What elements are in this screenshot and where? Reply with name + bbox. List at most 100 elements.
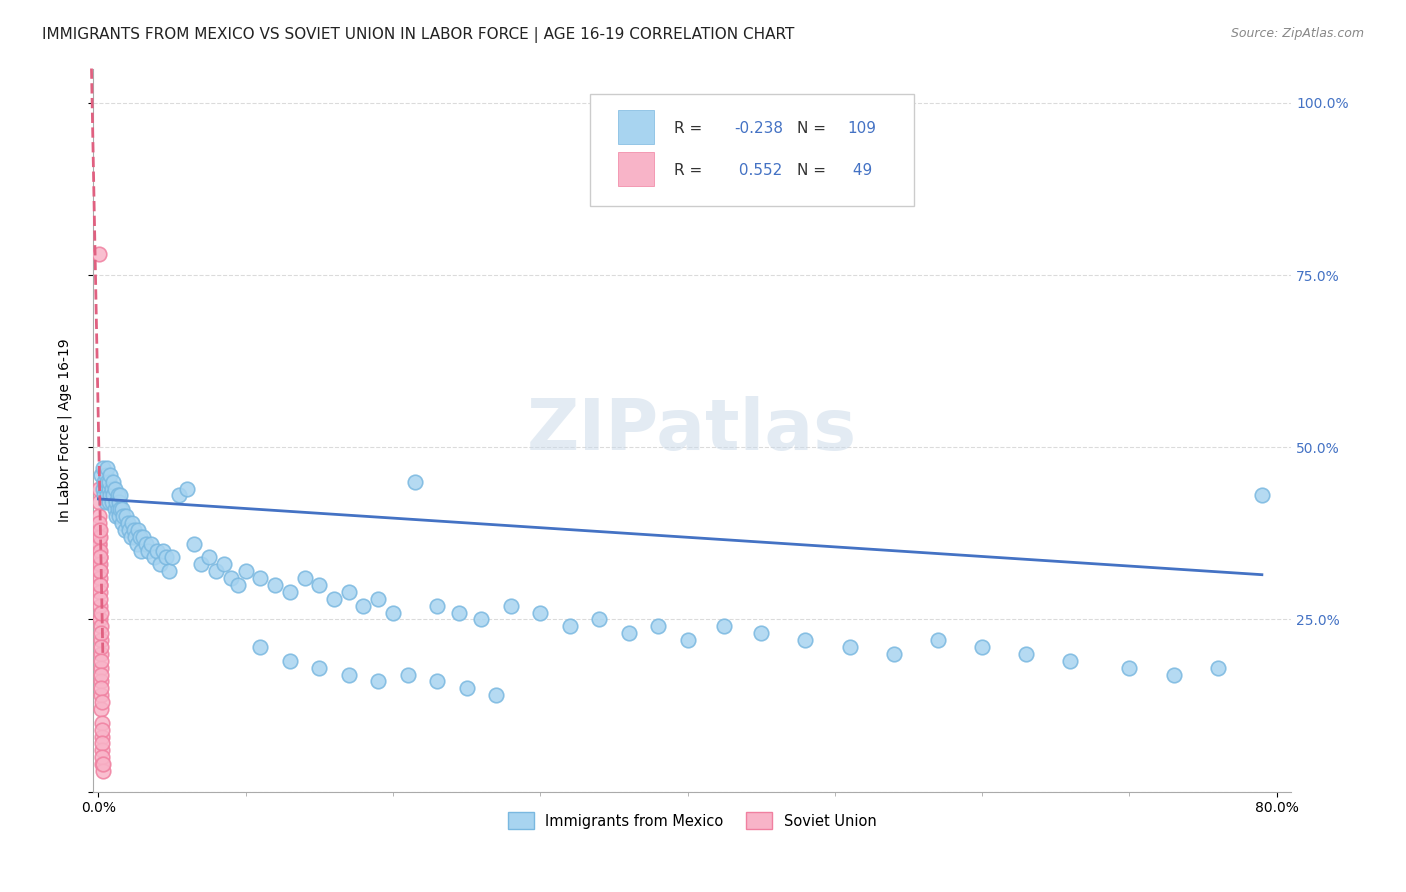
Point bbox=[89, 550, 111, 565]
Point bbox=[367, 674, 389, 689]
Point bbox=[90, 688, 112, 702]
Point bbox=[90, 715, 112, 730]
Point bbox=[337, 585, 360, 599]
Point bbox=[87, 247, 110, 261]
Point bbox=[90, 681, 112, 696]
Point bbox=[308, 578, 330, 592]
Point bbox=[107, 502, 129, 516]
Point bbox=[96, 475, 118, 489]
Point bbox=[89, 537, 111, 551]
Point bbox=[219, 571, 242, 585]
Point bbox=[91, 461, 114, 475]
Point bbox=[138, 543, 160, 558]
Text: 109: 109 bbox=[848, 121, 877, 136]
Point bbox=[456, 681, 478, 696]
Point bbox=[169, 488, 191, 502]
Point bbox=[183, 537, 205, 551]
FancyBboxPatch shape bbox=[617, 110, 654, 145]
Point bbox=[107, 488, 129, 502]
Point bbox=[1206, 660, 1229, 674]
Point bbox=[713, 619, 735, 633]
Point bbox=[89, 558, 111, 572]
Point bbox=[529, 606, 551, 620]
Point bbox=[98, 488, 121, 502]
Point bbox=[1015, 647, 1038, 661]
Point bbox=[108, 509, 131, 524]
Point bbox=[970, 640, 993, 654]
Point bbox=[91, 750, 114, 764]
Point bbox=[647, 619, 669, 633]
Point bbox=[117, 516, 139, 530]
Point bbox=[749, 626, 772, 640]
Point bbox=[111, 516, 134, 530]
Point bbox=[89, 482, 111, 496]
Point bbox=[449, 606, 471, 620]
Point bbox=[160, 550, 183, 565]
Point bbox=[89, 523, 111, 537]
Point bbox=[155, 550, 177, 565]
Text: 0.552: 0.552 bbox=[734, 163, 782, 178]
Point bbox=[426, 599, 449, 613]
Point bbox=[1059, 654, 1081, 668]
Point bbox=[129, 543, 152, 558]
Point bbox=[91, 743, 114, 757]
Point bbox=[205, 564, 228, 578]
Point bbox=[100, 495, 122, 509]
Text: N =: N = bbox=[797, 121, 827, 136]
Point bbox=[249, 640, 271, 654]
Point bbox=[264, 578, 287, 592]
Point bbox=[90, 647, 112, 661]
Y-axis label: In Labor Force | Age 16-19: In Labor Force | Age 16-19 bbox=[58, 338, 72, 522]
Point bbox=[118, 523, 141, 537]
Point bbox=[90, 626, 112, 640]
FancyBboxPatch shape bbox=[617, 152, 654, 186]
Point bbox=[146, 543, 169, 558]
Point bbox=[89, 578, 111, 592]
Point bbox=[470, 612, 492, 626]
Point bbox=[96, 488, 118, 502]
Point bbox=[404, 475, 426, 489]
Point bbox=[101, 488, 124, 502]
Point bbox=[91, 723, 114, 737]
Point bbox=[112, 509, 135, 524]
Point bbox=[323, 591, 346, 606]
Point bbox=[1250, 488, 1272, 502]
Point bbox=[90, 640, 112, 654]
Point bbox=[131, 530, 153, 544]
Point bbox=[367, 591, 389, 606]
Point bbox=[353, 599, 375, 613]
Point bbox=[249, 571, 271, 585]
Point bbox=[89, 564, 111, 578]
Point bbox=[89, 585, 111, 599]
Point bbox=[135, 537, 157, 551]
Point bbox=[617, 626, 640, 640]
Point bbox=[794, 633, 817, 648]
Point bbox=[100, 482, 122, 496]
Point bbox=[212, 558, 235, 572]
Point bbox=[110, 488, 132, 502]
Text: -0.238: -0.238 bbox=[734, 121, 783, 136]
Point bbox=[91, 757, 114, 772]
Point bbox=[97, 475, 120, 489]
Point bbox=[89, 530, 111, 544]
Point bbox=[226, 578, 249, 592]
Point bbox=[128, 530, 150, 544]
Point bbox=[90, 633, 112, 648]
Point bbox=[838, 640, 860, 654]
Point bbox=[143, 550, 166, 565]
Point bbox=[121, 516, 143, 530]
Point bbox=[90, 606, 112, 620]
Point bbox=[104, 502, 127, 516]
Point bbox=[89, 543, 111, 558]
Point bbox=[90, 674, 112, 689]
Text: 49: 49 bbox=[848, 163, 872, 178]
Point bbox=[124, 530, 146, 544]
Point bbox=[176, 482, 198, 496]
Text: Source: ZipAtlas.com: Source: ZipAtlas.com bbox=[1230, 27, 1364, 40]
Point bbox=[89, 523, 111, 537]
Point bbox=[90, 619, 112, 633]
Text: R =: R = bbox=[673, 121, 702, 136]
Point bbox=[152, 543, 174, 558]
Point bbox=[94, 482, 117, 496]
Point bbox=[278, 654, 301, 668]
